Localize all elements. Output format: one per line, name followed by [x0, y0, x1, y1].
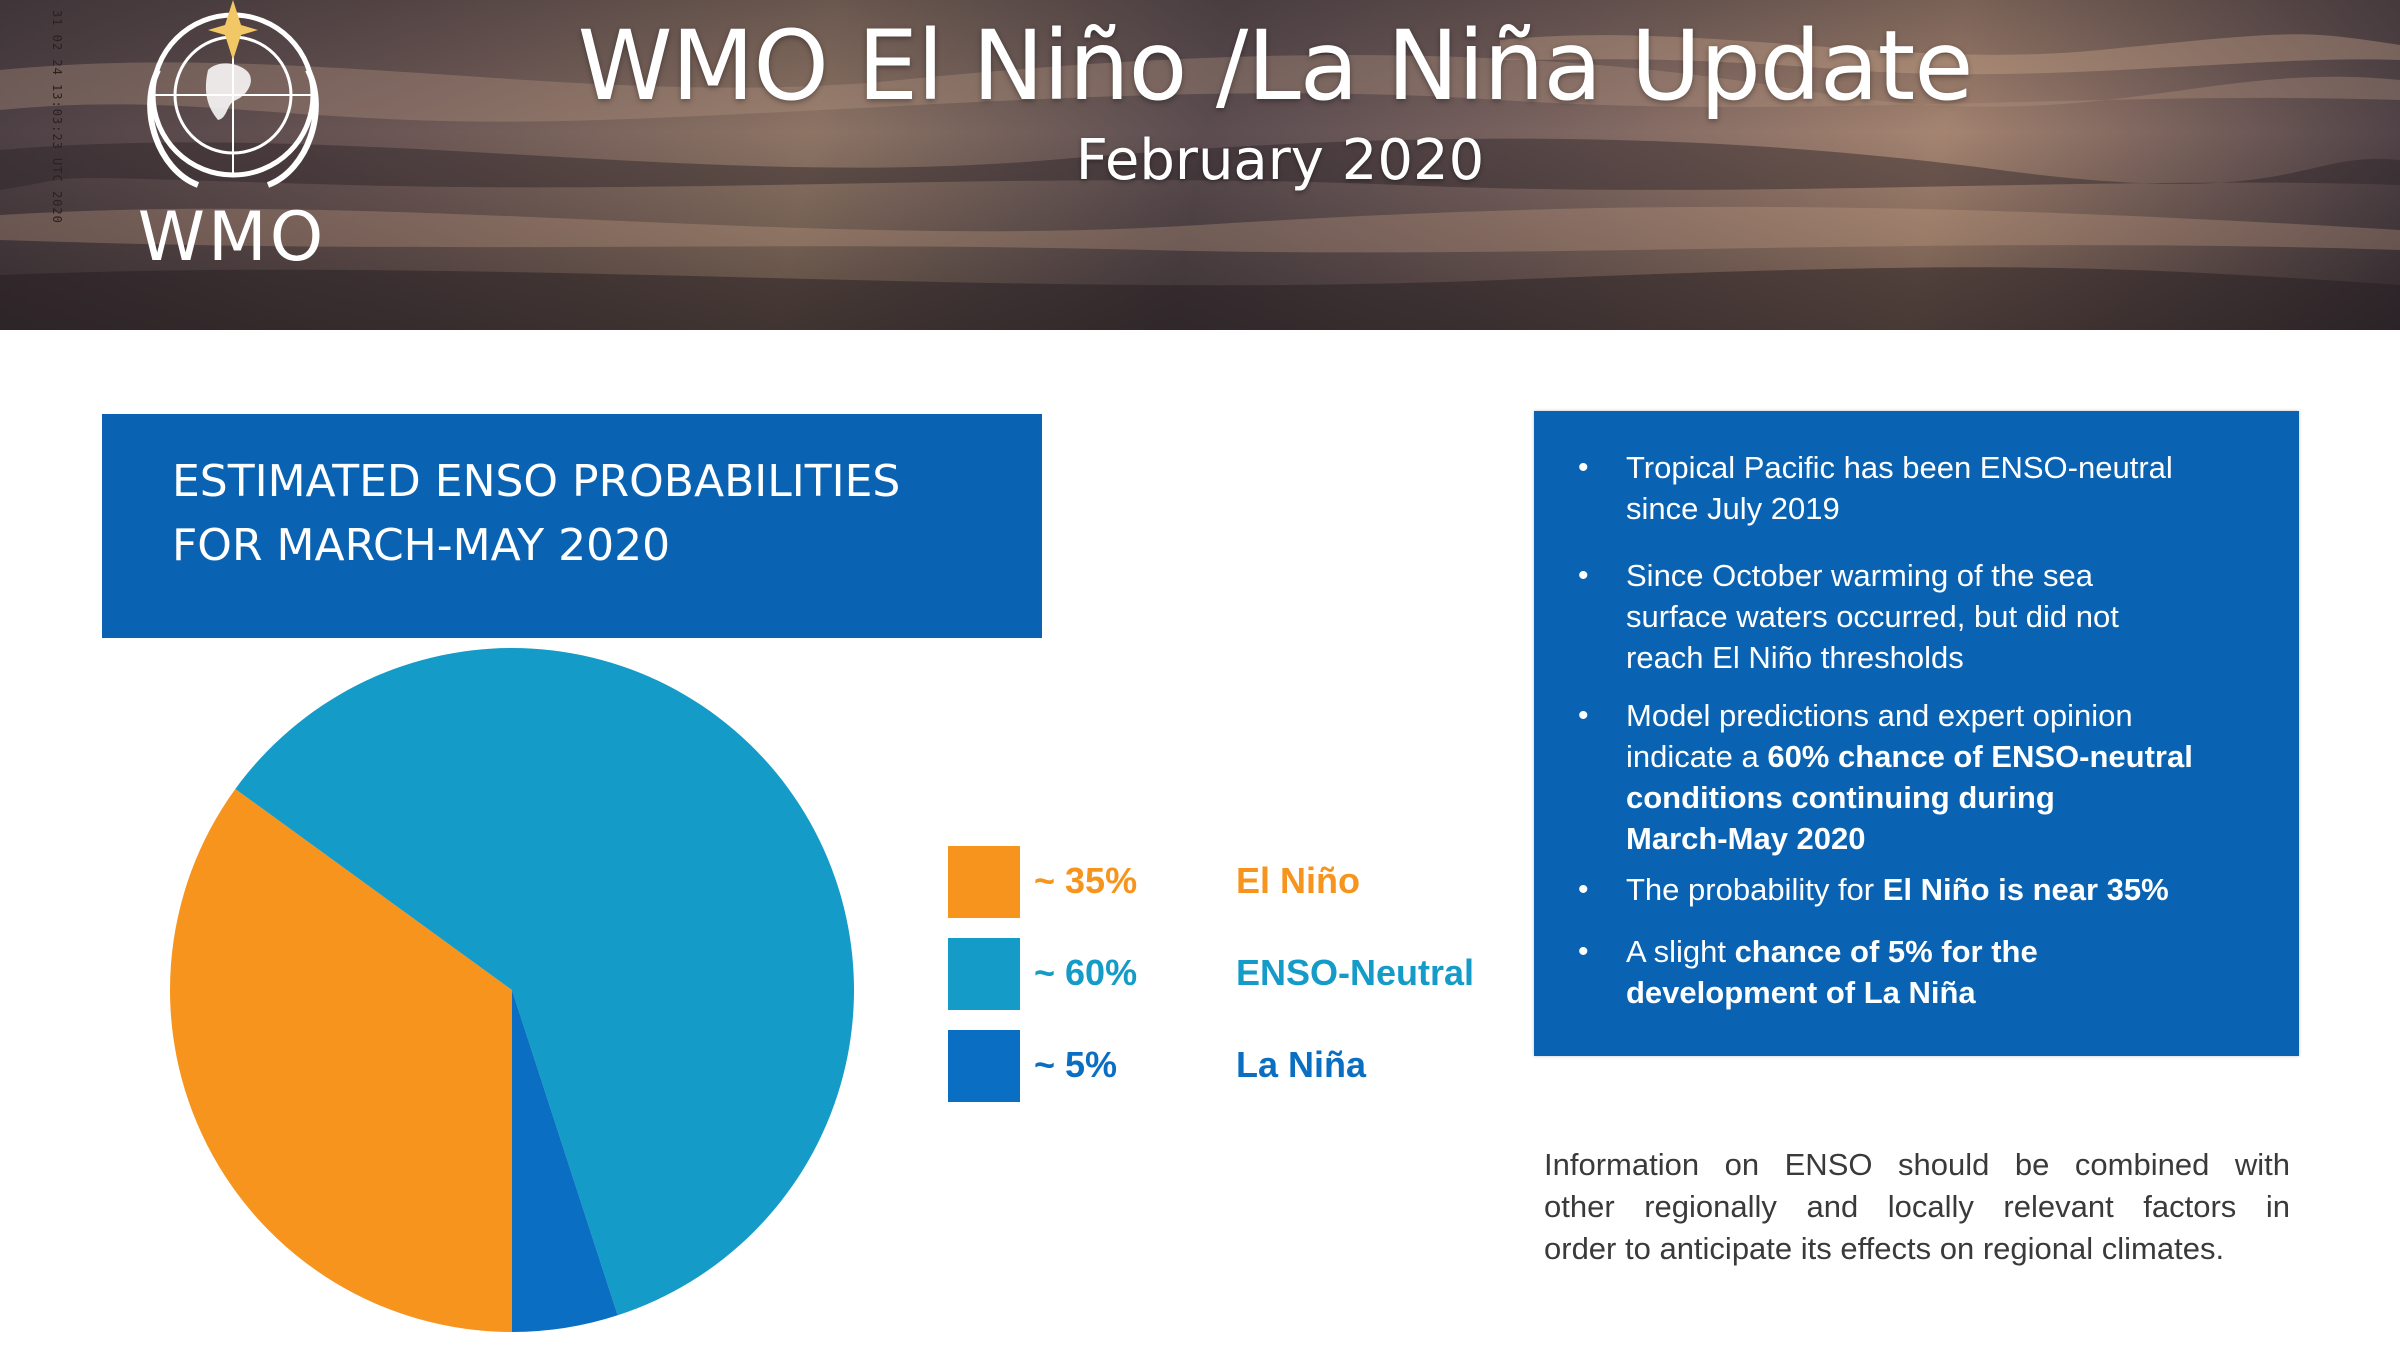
footnote-line: other regionally and locally relevant fa…	[1544, 1189, 2290, 1224]
key-point-line: Model predictions and expert opinion	[1626, 698, 2133, 733]
key-points-box: • Tropical Pacific has been ENSO-neutral s…	[1534, 411, 2299, 1056]
legend-swatch	[948, 1030, 1020, 1102]
key-point-line: indicate a 60% chance of ENSO-neutral	[1626, 739, 2193, 774]
page-title: WMO El Niño /La Niña Update	[577, 10, 1974, 122]
wmo-logo-text: WMO	[137, 198, 327, 277]
chart-title-box: ESTIMATED ENSO PROBABILITIES FOR MARCH-M…	[102, 414, 1042, 638]
ocean-waves-background	[0, 34, 2400, 330]
key-point-line: since July 2019	[1626, 491, 1840, 526]
chart-title-line-2: FOR MARCH-MAY 2020	[172, 520, 671, 571]
key-point-text: The probability for El Niño is near 35%	[1626, 869, 2266, 910]
legend-percentage: ~ 5%	[1034, 1044, 1118, 1085]
pie-slice-la-ni-a	[512, 990, 618, 1332]
key-point-line: The probability for El Niño is near 35%	[1626, 872, 2169, 907]
legend-percentage: ~ 60%	[1034, 952, 1138, 993]
chart-title-line-1: ESTIMATED ENSO PROBABILITIES	[172, 456, 901, 507]
header-banner: 31 02 24 13:03:23 UTC 2020 WMO WMO El Ni…	[0, 0, 2400, 330]
key-point-text: Since October warming of the sea surface …	[1626, 555, 2266, 678]
bullet-icon: •	[1578, 559, 1589, 592]
bullet-icon: •	[1578, 699, 1589, 732]
side-timestamp: 31 02 24 13:03:23 UTC 2020	[50, 10, 64, 224]
legend-label: La Niña	[1236, 1044, 1367, 1085]
pie-slice-enso-neutral	[235, 648, 855, 1316]
legend-label: El Niño	[1236, 860, 1360, 901]
bullet-icon: •	[1578, 451, 1589, 484]
legend-percentage: ~ 35%	[1034, 860, 1138, 901]
key-point-line: development of La Niña	[1626, 975, 1976, 1010]
key-point-line: A slight chance of 5% for the	[1626, 934, 2038, 969]
bullet-icon: •	[1578, 935, 1589, 968]
key-point-line: surface waters occurred, but did not	[1626, 599, 2119, 634]
key-point-text: Model predictions and expert opinion indi…	[1626, 695, 2266, 859]
key-point-line: reach El Niño thresholds	[1626, 640, 1964, 675]
footnote-line: Information on ENSO should be combined w…	[1544, 1147, 2290, 1182]
key-point-line: March-May 2020	[1626, 821, 1866, 856]
key-point-text: A slight chance of 5% for the development…	[1626, 931, 2266, 1013]
legend-swatch	[948, 846, 1020, 918]
legend-swatch	[948, 938, 1020, 1010]
pie-slice-el-ni-o	[169, 788, 512, 1332]
footnote-text: Information on ENSO should be combined w…	[1544, 1144, 2290, 1270]
key-point-line: Tropical Pacific has been ENSO-neutral	[1626, 450, 2173, 485]
bullet-icon: •	[1578, 873, 1589, 906]
key-point-text: Tropical Pacific has been ENSO-neutral si…	[1626, 447, 2266, 529]
legend-label: ENSO-Neutral	[1236, 952, 1475, 993]
wmo-logo-emblem	[147, 0, 319, 188]
key-point-line: conditions continuing during	[1626, 780, 2055, 815]
page-subtitle: February 2020	[1075, 128, 1485, 193]
footnote-line: order to anticipate its effects on regio…	[1544, 1231, 2225, 1266]
key-point-line: Since October warming of the sea	[1626, 558, 2093, 593]
